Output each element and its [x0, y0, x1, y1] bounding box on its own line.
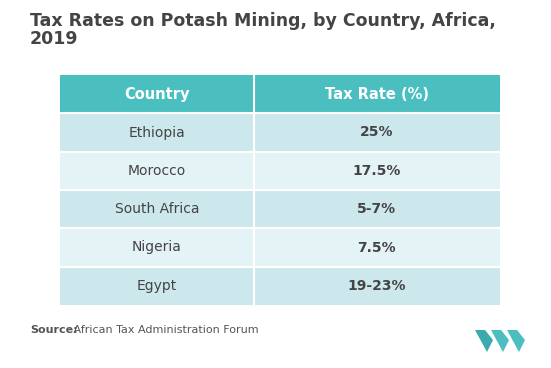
Bar — [60, 190, 500, 228]
Text: Morocco: Morocco — [128, 164, 186, 178]
Text: Country: Country — [124, 87, 190, 102]
Text: 25%: 25% — [360, 125, 393, 139]
Text: Tax Rates on Potash Mining, by Country, Africa,: Tax Rates on Potash Mining, by Country, … — [30, 12, 496, 30]
Text: Nigeria: Nigeria — [132, 241, 182, 255]
Bar — [60, 75, 500, 113]
Text: 17.5%: 17.5% — [353, 164, 401, 178]
Text: Ethiopia: Ethiopia — [128, 125, 185, 139]
Text: 7.5%: 7.5% — [358, 241, 396, 255]
Polygon shape — [507, 330, 525, 352]
Text: South Africa: South Africa — [115, 202, 199, 216]
Bar — [60, 228, 500, 267]
Text: Source:: Source: — [30, 325, 78, 335]
Bar — [60, 267, 500, 305]
Bar — [60, 113, 500, 152]
Text: African Tax Administration Forum: African Tax Administration Forum — [70, 325, 258, 335]
Text: Egypt: Egypt — [137, 279, 177, 293]
Text: 2019: 2019 — [30, 30, 78, 48]
Polygon shape — [491, 330, 509, 352]
Polygon shape — [475, 330, 493, 352]
Text: 5-7%: 5-7% — [357, 202, 396, 216]
Text: 19-23%: 19-23% — [348, 279, 406, 293]
Text: Tax Rate (%): Tax Rate (%) — [325, 87, 429, 102]
Bar — [60, 152, 500, 190]
